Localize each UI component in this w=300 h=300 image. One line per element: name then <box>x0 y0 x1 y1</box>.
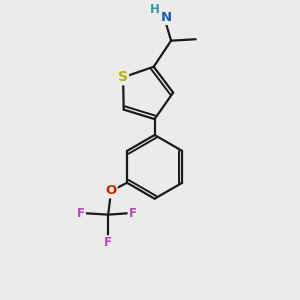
Text: F: F <box>77 207 85 220</box>
Text: N: N <box>161 11 172 24</box>
Text: O: O <box>106 184 117 197</box>
Text: S: S <box>118 70 128 84</box>
Text: H: H <box>150 3 160 16</box>
Text: F: F <box>104 236 112 249</box>
Text: F: F <box>128 207 136 220</box>
